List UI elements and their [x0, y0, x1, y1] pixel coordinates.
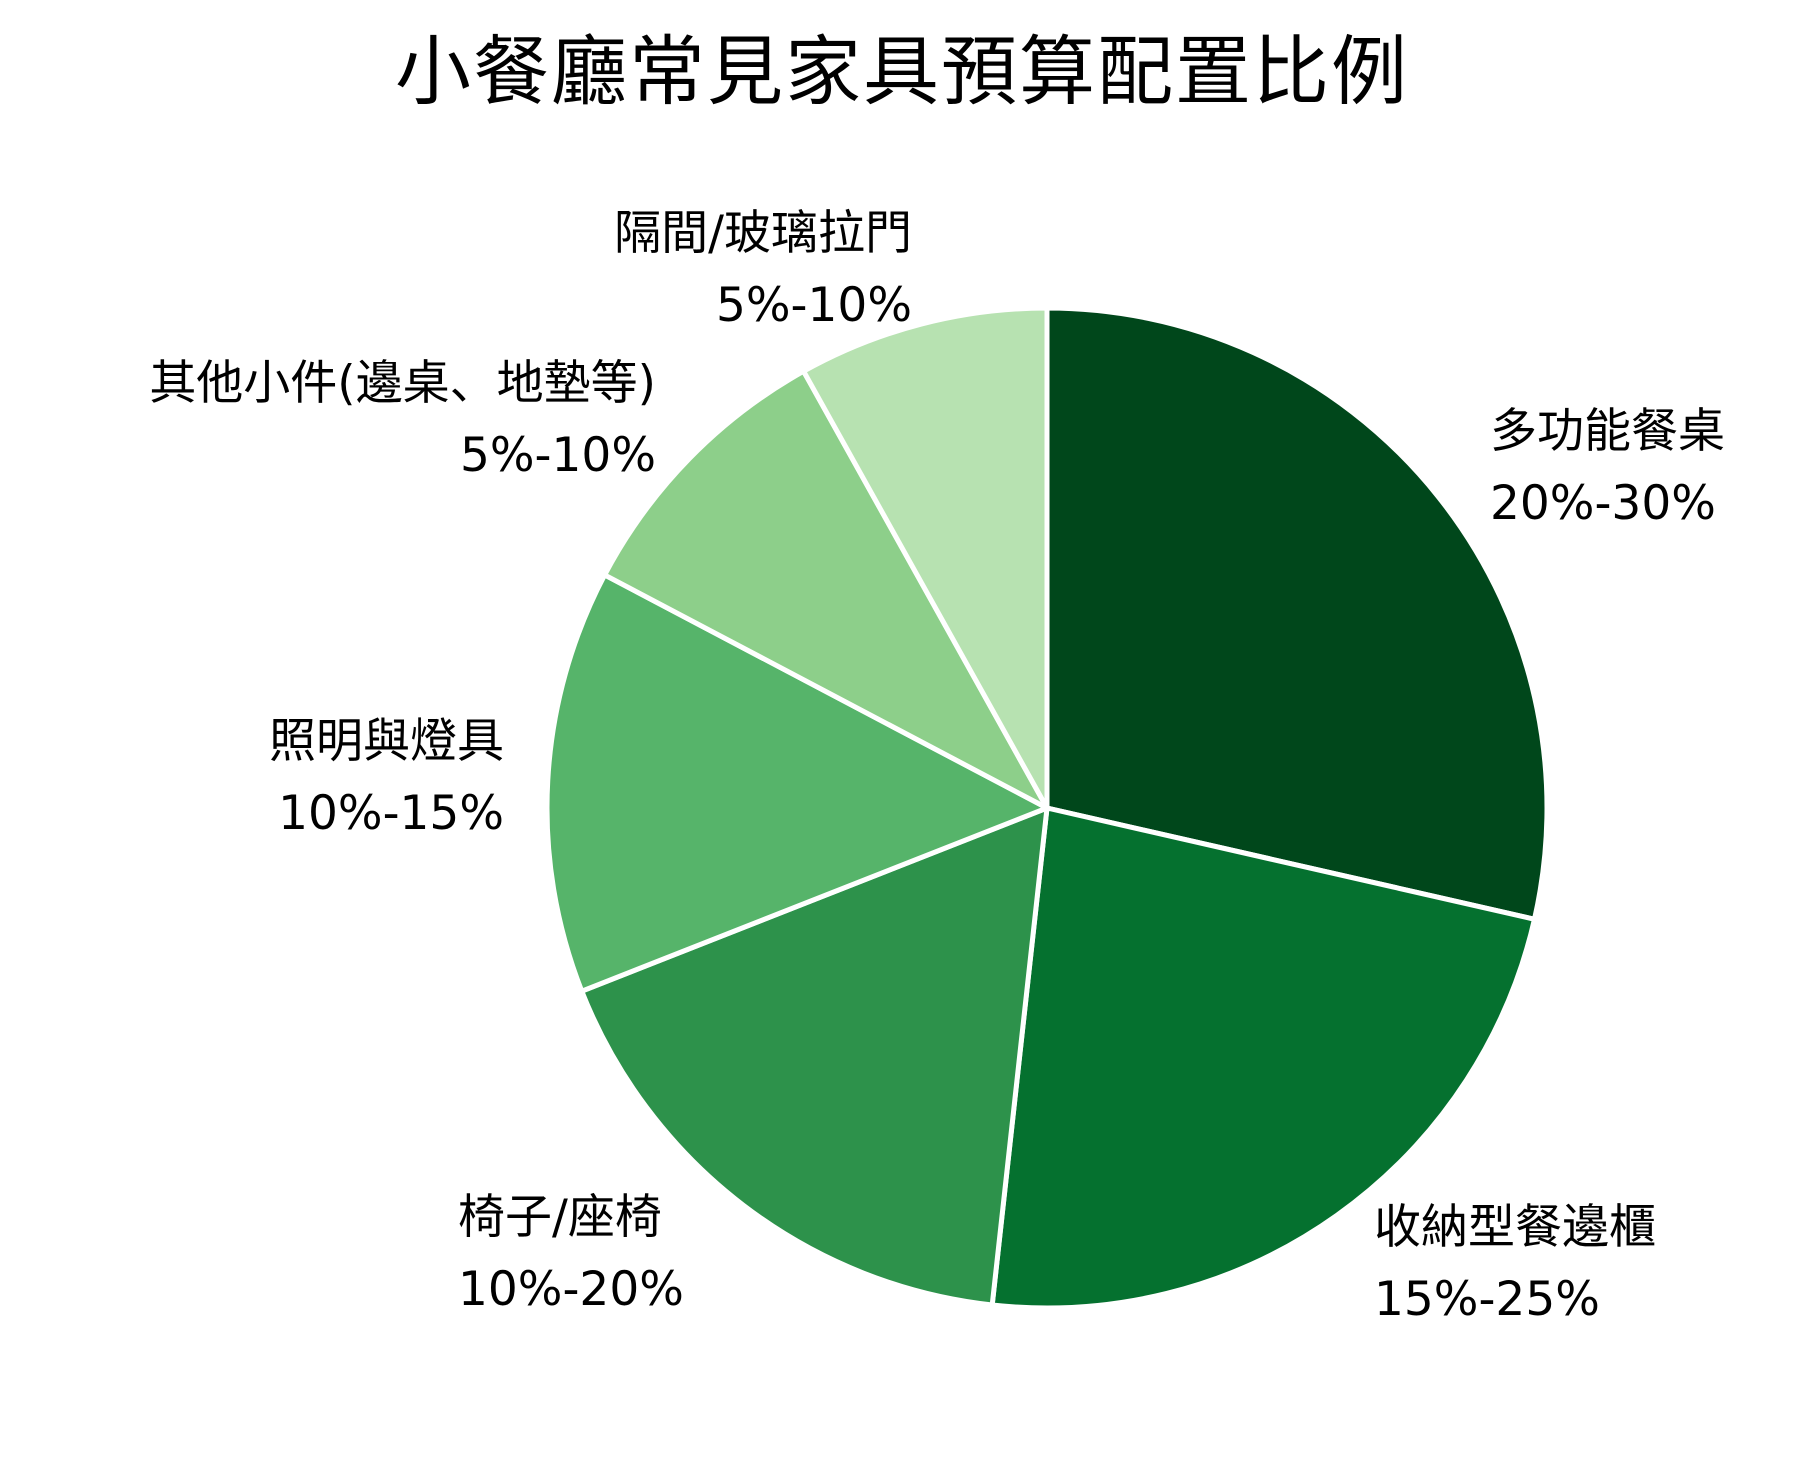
- pie-slice: [989, 805, 1537, 1311]
- chart-title: 小餐廳常見家具預算配置比例: [395, 27, 1409, 116]
- slice-label-partition: 隔間/玻璃拉門 5%-10%: [614, 198, 912, 342]
- slice-label-range: 10%-15%: [278, 786, 504, 841]
- slice-label-name: 照明與燈具: [269, 714, 504, 769]
- slice-label-lighting: 照明與燈具 10%-15%: [269, 706, 504, 850]
- pie-slice: [801, 305, 1050, 811]
- slice-label-range: 15%-25%: [1374, 1272, 1600, 1327]
- slice-label-sideboard: 收納型餐邊櫃 15%-25%: [1374, 1192, 1656, 1336]
- slice-label-name: 椅子/座椅: [458, 1190, 662, 1245]
- slice-label-range: 5%-10%: [460, 428, 656, 483]
- slice-label-name: 其他小件(邊桌、地墊等): [149, 356, 656, 411]
- slice-label-name: 收納型餐邊櫃: [1374, 1200, 1656, 1255]
- slice-label-name: 多功能餐桌: [1490, 404, 1725, 459]
- slice-label-range: 5%-10%: [716, 278, 912, 333]
- pie-slice: [579, 805, 1050, 1308]
- slice-label-range: 20%-30%: [1490, 476, 1716, 531]
- slice-label-chairs: 椅子/座椅 10%-20%: [458, 1182, 684, 1326]
- slice-label-name: 隔間/玻璃拉門: [614, 206, 912, 261]
- pie-slice: [544, 572, 1050, 994]
- pie-slice: [602, 368, 1050, 811]
- slice-label-misc: 其他小件(邊桌、地墊等) 5%-10%: [149, 348, 656, 492]
- slice-label-dining-table: 多功能餐桌 20%-30%: [1490, 396, 1725, 540]
- slice-label-range: 10%-20%: [458, 1262, 684, 1317]
- pie-slice: [1044, 305, 1550, 922]
